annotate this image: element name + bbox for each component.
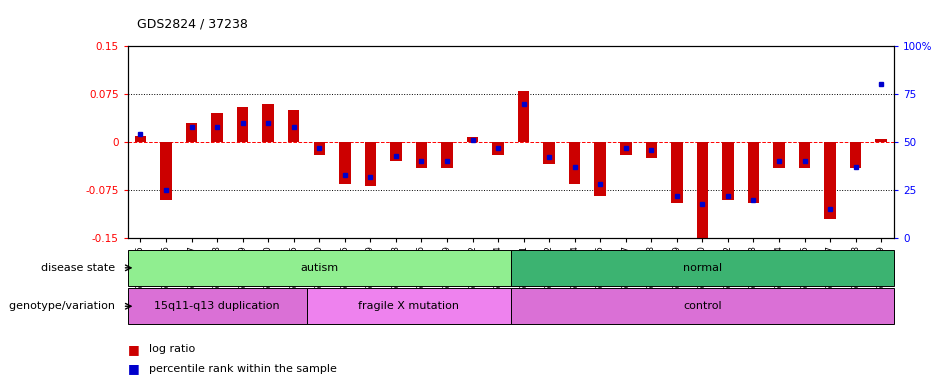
Bar [364,142,377,185]
Bar [441,142,453,168]
Bar [288,110,300,142]
Bar [594,142,606,197]
Bar [390,142,402,161]
Bar [236,107,249,142]
Text: log ratio: log ratio [149,344,195,354]
Bar [339,142,351,184]
Bar [185,123,198,142]
Bar [134,136,147,142]
Bar [313,142,325,155]
Bar [620,142,632,155]
Bar [543,142,555,164]
Bar [517,91,530,142]
Bar [262,104,274,142]
Bar [798,142,811,168]
Text: control: control [683,301,722,311]
Text: percentile rank within the sample: percentile rank within the sample [149,364,337,374]
Bar [466,137,479,142]
Bar [307,288,511,324]
Text: GDS2824 / 37238: GDS2824 / 37238 [137,18,248,31]
Bar [850,142,862,168]
Bar [671,142,683,203]
Text: ■: ■ [128,362,139,375]
Text: fragile X mutation: fragile X mutation [359,301,459,311]
Bar [569,142,581,184]
Text: genotype/variation: genotype/variation [9,301,118,311]
Bar [875,139,887,142]
Bar [696,142,709,238]
Bar [128,288,307,324]
Bar [160,142,172,200]
Bar [211,113,223,142]
Bar [128,250,511,286]
Bar [492,142,504,155]
Bar [747,142,760,203]
Bar [824,142,836,219]
Text: normal: normal [683,263,722,273]
Bar [773,142,785,168]
Bar [511,250,894,286]
Text: autism: autism [300,263,339,273]
Bar [511,288,894,324]
Bar [415,142,428,168]
Text: ■: ■ [128,343,139,356]
Text: disease state: disease state [41,263,118,273]
Bar [722,142,734,200]
Bar [645,142,657,158]
Text: 15q11-q13 duplication: 15q11-q13 duplication [154,301,280,311]
